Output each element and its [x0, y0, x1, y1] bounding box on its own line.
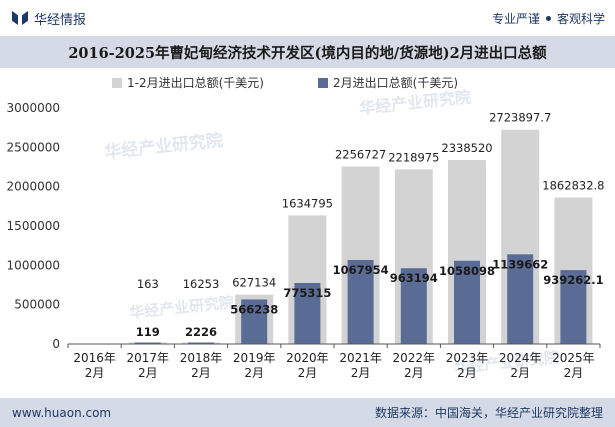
x-tick-label: 2016年 2月 — [73, 351, 116, 380]
data-labels: 163 119 16253 2226 627134 566238 1634795 775315… — [136, 111, 605, 339]
data-label-feb-8: 1058098 — [439, 264, 495, 278]
bullet-dot-icon — [545, 15, 551, 21]
watermark-text: 华经产业研究院 — [129, 293, 235, 322]
bar-feb-7 — [400, 268, 427, 344]
watermark-text: 华经产业研究院 — [103, 130, 224, 163]
bar-feb-8 — [454, 260, 480, 344]
bar-feb-4 — [241, 299, 268, 344]
data-label-total-7: 2218975 — [388, 150, 439, 164]
data-label-feb-7: 963194 — [390, 271, 438, 285]
top-bar: 华经情报 专业严谨 客观科学 — [0, 0, 615, 36]
y-tick-label: 2500000 — [7, 140, 60, 154]
data-label-feb-3: 2226 — [185, 325, 217, 339]
y-tick-label: 0 — [52, 337, 60, 351]
x-tick-label: 2025年 2月 — [552, 351, 595, 380]
footer-url: www.huaon.com — [12, 405, 112, 420]
bar-feb-3 — [188, 342, 214, 344]
y-tick-label: 500000 — [14, 298, 60, 312]
y-axis: 0 500000 1000000 1500000 2000000 2500000 30000… — [7, 101, 60, 351]
data-label-total-6: 2256727 — [335, 147, 386, 161]
brand-logo-icon — [12, 11, 28, 25]
bar-feb-6 — [347, 259, 374, 344]
bar-feb-9 — [507, 254, 534, 344]
data-label-total-5: 1634795 — [282, 196, 333, 210]
data-label-feb-6: 1067954 — [333, 263, 389, 277]
legend-swatch-1 — [112, 78, 122, 88]
brand: 华经情报 — [12, 9, 86, 28]
data-label-feb-9: 1139662 — [492, 257, 548, 271]
data-label-total-3: 16253 — [183, 277, 220, 291]
footer: www.huaon.com 数据来源：中国海关，华经产业研究院整理 — [0, 398, 615, 427]
x-tick-label: 2020年 2月 — [286, 351, 329, 380]
data-label-feb-10: 939262.1 — [543, 273, 603, 287]
bars — [128, 129, 593, 344]
y-tick-label: 1000000 — [7, 258, 60, 272]
brand-name: 华经情报 — [34, 12, 87, 28]
x-tick-label: 2021年 2月 — [339, 351, 382, 380]
x-tick-label: 2022年 2月 — [393, 351, 436, 380]
data-label-feb-2: 119 — [136, 325, 160, 339]
legend: 1-2月进出口总额(千美元) 2月进出口总额(千美元) — [112, 76, 458, 90]
data-label-feb-5: 775315 — [283, 286, 331, 300]
tagline: 专业严谨 客观科学 — [492, 10, 605, 27]
y-tick-label: 3000000 — [7, 101, 60, 115]
legend-label-2: 2月进出口总额(千美元) — [333, 76, 458, 90]
y-tick-label: 2000000 — [7, 180, 60, 194]
y-tick-label: 1500000 — [7, 219, 60, 233]
tag-professional: 专业严谨 — [491, 11, 540, 26]
watermark-text: 华经产业研究院 — [358, 87, 471, 118]
x-tick-label: 2023年 2月 — [446, 351, 489, 380]
chart-title: 2016-2025年曹妃甸经济技术开发区(境内目的地/货源地)2月进出口总额 — [0, 36, 615, 68]
data-label-total-9: 2723897.7 — [489, 111, 551, 125]
tag-objective: 客观科学 — [556, 11, 605, 26]
x-axis: 2016年 2月 2017年 2月 2018年 2月 2019年 2月 2020年 2月 2021年… — [67, 343, 601, 380]
legend-swatch-2 — [318, 78, 328, 88]
x-tick-label: 2017年 2月 — [127, 351, 170, 380]
x-tick-label: 2024年 2月 — [499, 351, 542, 380]
data-label-total-2: 163 — [137, 277, 159, 291]
bar-feb-5 — [294, 283, 321, 344]
x-tick-label: 2018年 2月 — [180, 351, 223, 380]
data-label-total-10: 1862832.8 — [542, 178, 604, 192]
x-tick-label: 2019年 2月 — [233, 351, 276, 380]
data-label-total-8: 2338520 — [441, 141, 492, 155]
data-label-total-4: 627134 — [232, 276, 276, 290]
footer-source: 数据来源：中国海关，华经产业研究院整理 — [374, 406, 603, 420]
legend-label-1: 1-2月进出口总额(千美元) — [127, 76, 264, 90]
bar-feb-2 — [134, 342, 161, 344]
bar-feb-10 — [560, 270, 587, 344]
data-label-feb-4: 566238 — [230, 302, 278, 316]
